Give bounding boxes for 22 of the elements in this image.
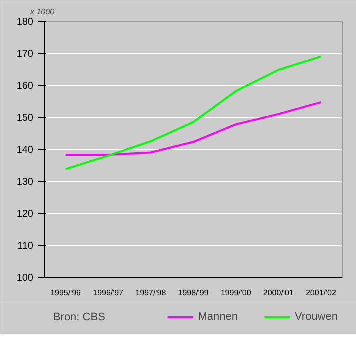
y-axis-title: x 1000	[30, 8, 56, 16]
x-tick-label: 1997/'98	[136, 288, 167, 298]
y-tick-label: 150	[16, 113, 34, 124]
x-tick-label: 1996/'97	[93, 288, 124, 298]
x-tick-label: 1998/'99	[178, 288, 210, 298]
y-tick-label: 100	[16, 273, 34, 284]
y-tick-label: 170	[16, 49, 34, 60]
legend-label: Vrouwen	[294, 311, 338, 323]
x-tick-label: 1999/'00	[220, 288, 252, 298]
y-tick-label: 120	[16, 209, 34, 220]
y-tick-label: 140	[16, 145, 34, 156]
line-series	[64, 101, 322, 156]
x-tick-label: 2000/'01	[263, 288, 294, 298]
line-series	[64, 56, 322, 170]
y-tick-label: 110	[18, 241, 34, 252]
x-tick-label: 1995/'96	[50, 288, 82, 298]
x-tick-label: 2001/'02	[306, 288, 337, 298]
text: Bron: CBS	[53, 312, 106, 324]
y-tick-label: 180	[16, 17, 34, 28]
legend-label: Mannen	[198, 311, 238, 323]
y-tick-label: 130	[16, 177, 34, 188]
y-tick-label: 160	[16, 81, 34, 92]
